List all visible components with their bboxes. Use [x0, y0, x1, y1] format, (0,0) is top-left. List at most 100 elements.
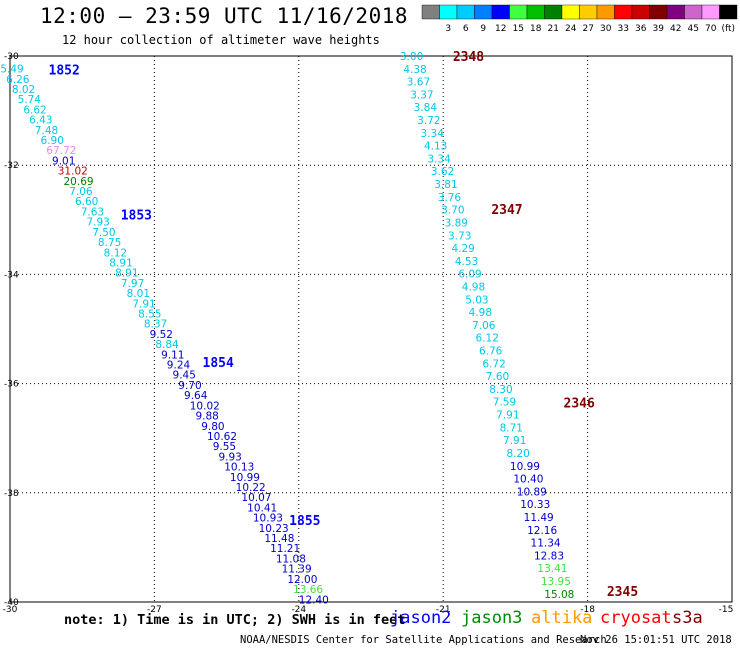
color-scale-swatch — [544, 4, 563, 20]
y-tick-label: -38 — [4, 489, 19, 499]
wave-height-value: 4.38 — [403, 64, 426, 76]
wave-height-value: 11.08 — [276, 553, 306, 565]
generation-timestamp: Nov 26 15:01:51 UTC 2018 — [580, 634, 732, 646]
wave-height-value: 10.33 — [520, 499, 550, 511]
wave-height-value: 6.60 — [75, 196, 98, 208]
wave-height-value: 5.74 — [18, 94, 42, 106]
wave-height-value: 15.08 — [544, 589, 574, 601]
wave-height-value: 8.71 — [500, 422, 523, 434]
wave-height-value: 10.89 — [517, 486, 547, 498]
chart-title: 12:00 – 23:59 UTC 11/16/2018 — [40, 4, 409, 28]
plot-frame — [9, 55, 733, 603]
wave-height-value: 10.41 — [247, 502, 277, 514]
color-scale-swatch — [666, 4, 685, 20]
wave-height-value: 3.34 — [427, 153, 451, 165]
wave-height-value: 4.98 — [462, 281, 485, 293]
color-scale-swatch — [421, 4, 440, 20]
wave-height-value: 8.30 — [489, 384, 512, 396]
wave-height-value: 7.91 — [503, 435, 526, 447]
wave-height-value: 7.06 — [69, 186, 93, 198]
wave-height-value: 12.83 — [534, 550, 564, 562]
legend-jason2: jason2 — [390, 608, 452, 628]
color-scale-swatch — [456, 4, 475, 20]
wave-height-value: 8.84 — [155, 339, 179, 351]
color-scale-label: 6 — [463, 24, 469, 34]
color-scale-swatch — [614, 4, 633, 20]
footer-note: note: 1) Time is in UTC; 2) SWH is in fe… — [64, 612, 406, 628]
pass-time-label: 1853 — [121, 208, 152, 223]
wave-height-value: 3.72 — [417, 115, 440, 127]
wave-height-value: 11.49 — [524, 512, 554, 524]
wave-height-value: 3.37 — [410, 89, 433, 101]
axis-ticks: -30 -27 -24 -21 -18 -15 -30 -32 -34 -36 -38 -40 — [3, 52, 734, 615]
wave-height-value: 8.37 — [144, 319, 167, 331]
wave-height-points: 5.496.268.025.746.626.437.486.9067.729.0… — [0, 51, 574, 606]
wave-height-value: 4.13 — [424, 141, 447, 153]
color-scale-label: 45 — [688, 24, 699, 34]
wave-height-value: 6.09 — [458, 269, 481, 281]
color-scale-label: 9 — [480, 24, 486, 34]
wave-height-value: 6.26 — [6, 74, 30, 86]
wave-height-value: 4.29 — [451, 243, 474, 255]
wave-height-value: 11.21 — [270, 543, 300, 555]
wave-height-value: 10.62 — [207, 431, 237, 443]
y-tick-label: -40 — [4, 598, 19, 608]
wave-height-value: 4.98 — [469, 307, 492, 319]
wave-height-value: 9.88 — [195, 411, 218, 423]
wave-height-value: 8.12 — [104, 247, 127, 259]
wave-height-value: 3.00 — [400, 51, 423, 63]
wave-height-value: 6.72 — [482, 358, 505, 370]
color-scale-label: 27 — [583, 24, 594, 34]
wave-height-value: 9.64 — [184, 390, 208, 402]
wave-height-value: 10.22 — [236, 482, 266, 494]
color-scale-unit: (ft) — [721, 24, 735, 34]
wave-height-value: 7.91 — [496, 410, 519, 422]
wave-height-value: 7.63 — [81, 206, 104, 218]
color-scale-swatch — [579, 4, 598, 20]
legend-jason3: jason3 — [461, 608, 523, 628]
color-scale-swatch — [491, 4, 510, 20]
color-scale-swatch — [526, 4, 545, 20]
pass-time-label: 2348 — [453, 50, 484, 65]
x-tick-label: -30 — [3, 605, 18, 615]
wave-height-value: 10.02 — [190, 400, 220, 412]
color-scale-label: 3 — [445, 24, 451, 34]
wave-height-value: 11.34 — [531, 538, 561, 550]
wave-height-value: 10.99 — [230, 472, 260, 484]
wave-height-value: 7.50 — [92, 227, 115, 239]
wave-height-value: 7.48 — [35, 125, 58, 137]
wave-height-value: 9.24 — [167, 360, 191, 372]
wave-height-value: 7.93 — [86, 217, 109, 229]
wave-height-value: 3.67 — [407, 77, 430, 89]
wave-height-value: 7.60 — [486, 371, 509, 383]
color-scale-swatch — [509, 4, 528, 20]
color-scale-swatch — [701, 4, 720, 20]
wave-height-value: 10.93 — [253, 513, 283, 525]
wave-height-value: 9.55 — [213, 441, 236, 453]
wave-height-value: 6.90 — [41, 135, 64, 147]
wave-height-value: 13.95 — [541, 576, 571, 588]
y-tick-label: -30 — [4, 52, 19, 62]
color-scale-label: 12 — [495, 24, 506, 34]
pass-time-labels: 1852 1853 1854 1855 2348 2347 2346 2345 — [49, 50, 639, 600]
wave-height-value: 6.12 — [476, 333, 499, 345]
color-scale-swatch — [561, 4, 580, 20]
wave-height-value: 9.93 — [218, 451, 241, 463]
color-scale-swatch — [649, 4, 668, 20]
x-tick-label: -21 — [436, 605, 451, 615]
wave-height-value: 3.70 — [441, 205, 464, 217]
wave-height-value: 9.70 — [178, 380, 201, 392]
wave-height-value: 3.62 — [431, 166, 454, 178]
color-scale-swatch — [684, 4, 703, 20]
chart-subtitle: 12 hour collection of altimeter wave hei… — [62, 33, 380, 47]
pass-time-label: 2345 — [607, 585, 638, 600]
wave-height-value: 8.55 — [138, 309, 161, 321]
wave-height-value: 7.97 — [121, 278, 144, 290]
y-tick-label: -36 — [4, 380, 19, 390]
color-scale-label: 39 — [653, 24, 665, 34]
color-scale-label: 15 — [513, 24, 524, 34]
wave-height-value: 5.03 — [465, 294, 488, 306]
wave-height-value: 8.01 — [127, 288, 150, 300]
wave-height-value: 10.40 — [513, 474, 543, 486]
